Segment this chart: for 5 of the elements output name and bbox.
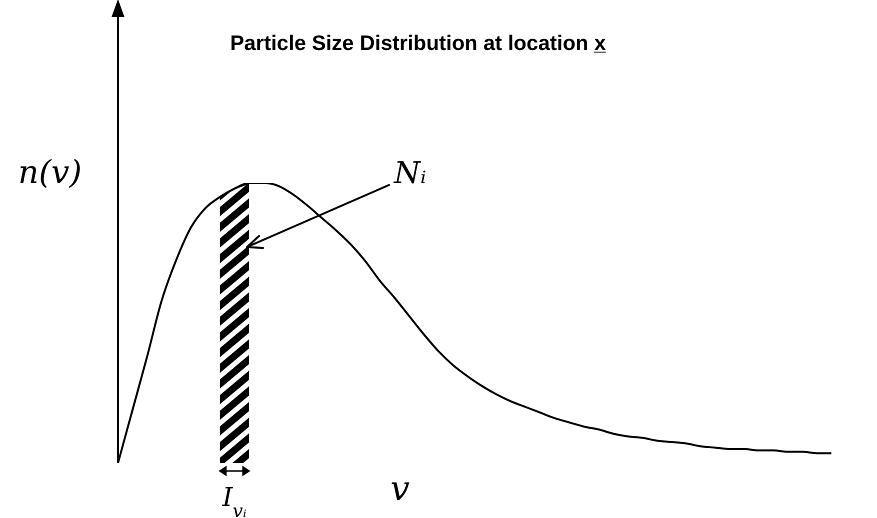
chart-title: Particle Size Distribution at location x̲	[230, 32, 607, 55]
x-axis-title: v	[390, 469, 410, 509]
y-axis-title: n(v)	[18, 153, 82, 191]
text: I$_{vᵢ}$	[221, 483, 247, 518]
annotation: Nᵢ	[393, 156, 426, 191]
